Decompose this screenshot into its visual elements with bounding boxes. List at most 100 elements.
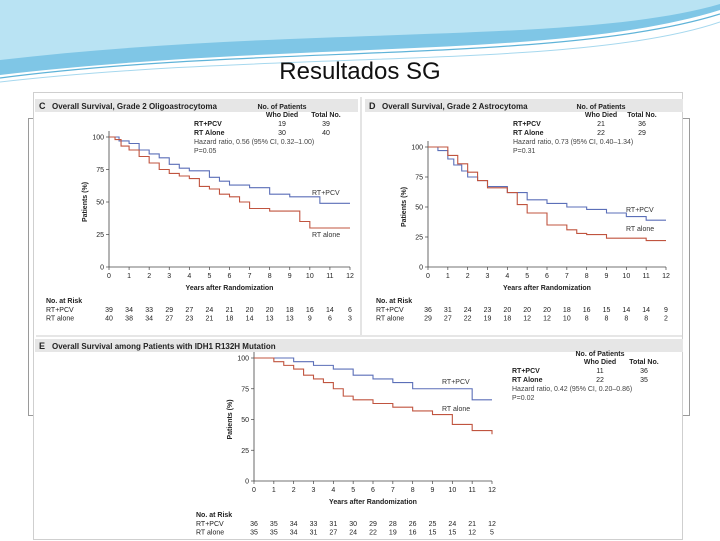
at-risk-value: 20	[246, 307, 254, 314]
at-risk-row-name: RT+PCV	[46, 307, 74, 314]
at-risk-value: 13	[286, 316, 294, 323]
swoosh-highlight	[0, 0, 720, 60]
y-axis-label: Patients (%)	[82, 182, 89, 222]
at-risk-row-name: RT+PCV	[376, 307, 404, 314]
panel-header-bar	[35, 99, 358, 112]
at-risk-row-name: RT+PCV	[196, 521, 224, 528]
x-tick-label: 12	[662, 273, 670, 280]
at-risk-value: 15	[603, 307, 611, 314]
x-tick-label: 6	[545, 273, 549, 280]
x-tick-label: 10	[622, 273, 630, 280]
at-risk-value: 34	[290, 530, 298, 537]
y-tick-label: 50	[96, 200, 104, 207]
x-tick-label: 2	[466, 273, 470, 280]
slide-bracket-right	[683, 118, 690, 416]
at-risk-value: 20	[523, 307, 531, 314]
survival-curve-rt-pcv	[109, 136, 350, 204]
x-axis-label: Years after Randomization	[503, 285, 591, 292]
p-value: P=0.05	[194, 148, 216, 155]
at-risk-value: 22	[369, 530, 377, 537]
at-risk-value: 27	[329, 530, 337, 537]
y-tick-label: 75	[415, 175, 423, 182]
at-risk-value: 21	[206, 316, 214, 323]
at-risk-value: 16	[409, 530, 417, 537]
at-risk-value: 36	[424, 307, 432, 314]
table-header-total: Total No.	[311, 112, 340, 119]
at-risk-value: 9	[308, 316, 312, 323]
x-tick-label: 3	[486, 273, 490, 280]
at-risk-value: 35	[270, 530, 278, 537]
at-risk-value: 8	[624, 316, 628, 323]
x-tick-label: 5	[207, 273, 211, 280]
at-risk-value: 25	[429, 521, 437, 528]
table-header-died: Who Died	[266, 112, 298, 119]
x-tick-label: 0	[252, 487, 256, 494]
series-label: RT alone	[312, 232, 340, 239]
header-swoosh-decoration	[0, 0, 720, 83]
panel-e: E Overall Survival among Patients with ID…	[35, 339, 683, 537]
at-risk-value: 24	[206, 307, 214, 314]
x-tick-label: 1	[446, 273, 450, 280]
x-tick-label: 11	[469, 487, 476, 494]
x-axis-label: Years after Randomization	[186, 285, 274, 292]
table-header-died: No. of Patients	[575, 351, 624, 358]
x-tick-label: 4	[331, 487, 335, 494]
at-risk-value: 21	[468, 521, 476, 528]
at-risk-value: 16	[583, 307, 591, 314]
at-risk-value: 19	[484, 316, 492, 323]
x-tick-label: 12	[346, 273, 354, 280]
x-tick-label: 9	[431, 487, 435, 494]
at-risk-value: 26	[409, 521, 417, 528]
panel-d: D Overall Survival, Grade 2 Astrocytoma 0 2…	[365, 99, 683, 323]
at-risk-value: 22	[464, 316, 472, 323]
at-risk-value: 23	[185, 316, 193, 323]
at-risk-value: 24	[349, 530, 357, 537]
x-tick-label: 1	[127, 273, 131, 280]
at-risk-value: 29	[424, 316, 432, 323]
at-risk-value: 8	[585, 316, 589, 323]
at-risk-value: 14	[326, 307, 334, 314]
series-label: RT+PCV	[442, 379, 470, 386]
table-row-died: 22	[596, 377, 604, 384]
at-risk-value: 33	[145, 307, 153, 314]
at-risk-value: 29	[165, 307, 173, 314]
x-tick-label: 4	[505, 273, 509, 280]
at-risk-value: 36	[250, 521, 258, 528]
at-risk-value: 3	[348, 316, 352, 323]
at-risk-value: 12	[523, 316, 531, 323]
at-risk-value: 33	[310, 521, 318, 528]
x-tick-label: 8	[268, 273, 272, 280]
x-tick-label: 2	[147, 273, 151, 280]
at-risk-value: 9	[664, 307, 668, 314]
y-tick-label: 25	[241, 448, 249, 455]
table-row-died: 30	[278, 130, 286, 137]
at-risk-value: 20	[266, 307, 274, 314]
table-header-died: Who Died	[585, 112, 617, 119]
x-tick-label: 6	[371, 487, 375, 494]
table-header-total: Total No.	[627, 112, 656, 119]
at-risk-value: 19	[389, 530, 397, 537]
survival-curve-rt-alone	[254, 357, 493, 435]
at-risk-value: 30	[349, 521, 357, 528]
series-label: RT+PCV	[312, 190, 340, 197]
y-tick-label: 100	[92, 135, 104, 142]
at-risk-value: 14	[642, 307, 650, 314]
y-tick-label: 25	[96, 232, 104, 239]
table-row-total: 35	[640, 377, 648, 384]
x-tick-label: 8	[411, 487, 415, 494]
survival-curve-rt-alone	[428, 146, 666, 242]
x-tick-label: 11	[643, 273, 650, 280]
at-risk-value: 28	[389, 521, 397, 528]
x-tick-label: 10	[448, 487, 456, 494]
panel-header-bar	[365, 99, 683, 112]
hazard-ratio: Hazard ratio, 0.42 (95% CI, 0.20–0.86)	[512, 386, 632, 393]
panel-title: Overall Survival among Patients with IDH…	[52, 342, 276, 351]
x-tick-label: 10	[306, 273, 314, 280]
panel-letter: C	[39, 101, 46, 111]
at-risk-value: 24	[464, 307, 472, 314]
x-tick-label: 11	[326, 273, 333, 280]
at-risk-value: 34	[145, 316, 153, 323]
at-risk-value: 12	[543, 316, 551, 323]
series-label: RT alone	[442, 406, 470, 413]
x-tick-label: 2	[292, 487, 296, 494]
